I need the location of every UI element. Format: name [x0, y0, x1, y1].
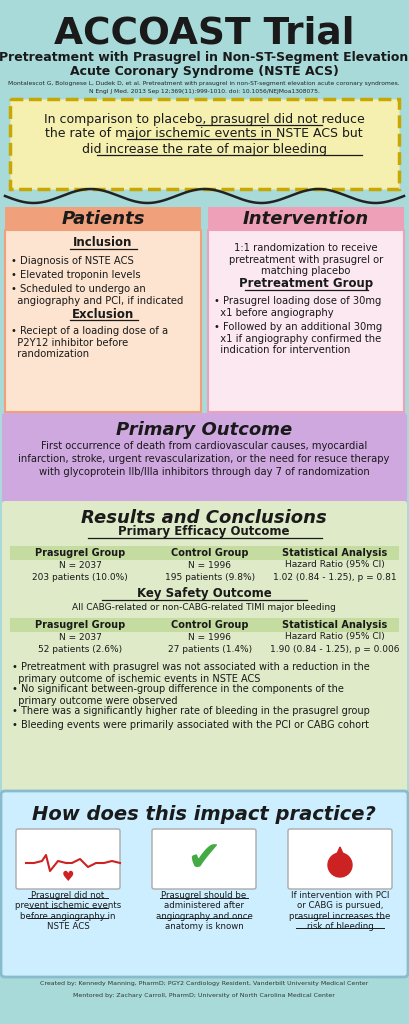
Bar [208, 207, 404, 230]
Text: Control Group: Control Group [171, 548, 249, 558]
Text: 203 patients (10.0%): 203 patients (10.0%) [32, 572, 128, 582]
Text: Prasugrel Group: Prasugrel Group [35, 548, 125, 558]
Text: Primary Efficacy Outcome: Primary Efficacy Outcome [118, 525, 290, 539]
Text: with glycoprotein IIb/IIIa inhibitors through day 7 of randomization: with glycoprotein IIb/IIIa inhibitors th… [38, 467, 369, 477]
Text: 1:1 randomization to receive
pretreatment with prasugrel or
matching placebo: 1:1 randomization to receive pretreatmen… [229, 243, 383, 276]
Text: Created by: Kennedy Manning, PharmD; PGY2 Cardiology Resident, Vanderbilt Univer: Created by: Kennedy Manning, PharmD; PGY… [40, 981, 368, 986]
Text: ♥: ♥ [62, 870, 74, 884]
Bar [10, 618, 399, 632]
Text: Hazard Ratio (95% CI): Hazard Ratio (95% CI) [285, 633, 385, 641]
Text: ACCOAST Trial: ACCOAST Trial [54, 16, 354, 52]
Text: Key Safety Outcome: Key Safety Outcome [137, 588, 272, 600]
Text: • Pretreatment with prasugrel was not associated with a reduction in the
  prima: • Pretreatment with prasugrel was not as… [12, 662, 370, 684]
Text: 52 patients (2.6%): 52 patients (2.6%) [38, 644, 122, 653]
Text: • No significant between-group difference in the components of the
  primary out: • No significant between-group differenc… [12, 684, 344, 706]
Bar [10, 99, 399, 189]
Text: N = 1996: N = 1996 [189, 633, 231, 641]
Text: 1.02 (0.84 - 1.25), p = 0.81: 1.02 (0.84 - 1.25), p = 0.81 [273, 572, 397, 582]
Text: Montalescot G, Bolognese L, Dudek D, et al. Pretreatment with prasugrel in non-S: Montalescot G, Bolognese L, Dudek D, et … [8, 82, 400, 86]
Text: N = 2037: N = 2037 [58, 633, 101, 641]
Text: did increase the rate of major bleeding: did increase the rate of major bleeding [81, 143, 326, 157]
Text: ✔: ✔ [187, 838, 221, 880]
FancyBboxPatch shape [1, 791, 408, 977]
Text: • Scheduled to undergo an
  angiography and PCI, if indicated: • Scheduled to undergo an angiography an… [11, 284, 183, 305]
Text: In comparison to placebo, prasugrel did not reduce: In comparison to placebo, prasugrel did … [44, 114, 364, 127]
Text: How does this impact practice?: How does this impact practice? [32, 806, 376, 824]
Text: Mentored by: Zachary Carroll, PharmD; University of North Carolina Medical Cente: Mentored by: Zachary Carroll, PharmD; Un… [73, 992, 335, 997]
Text: N = 1996: N = 1996 [189, 560, 231, 569]
Bar [5, 207, 201, 230]
Text: infarction, stroke, urgent revascularization, or the need for resuce therapy: infarction, stroke, urgent revasculariza… [18, 454, 390, 464]
Text: Primary Outcome: Primary Outcome [116, 421, 292, 439]
Text: Inclusion: Inclusion [73, 237, 133, 250]
Text: N Engl J Med. 2013 Sep 12;369(11):999-1010. doi: 10.1056/NEJMoa1308075.: N Engl J Med. 2013 Sep 12;369(11):999-10… [89, 88, 319, 93]
Text: Pretreatment with Prasugrel in Non-ST-Segment Elevation: Pretreatment with Prasugrel in Non-ST-Se… [0, 51, 409, 65]
Text: Statistical Analysis: Statistical Analysis [282, 620, 388, 630]
FancyBboxPatch shape [2, 413, 407, 503]
Text: • Bleeding events were primarily associated with the PCI or CABG cohort: • Bleeding events were primarily associa… [12, 720, 369, 730]
Text: 27 patients (1.4%): 27 patients (1.4%) [168, 644, 252, 653]
Text: • Diagnosis of NSTE ACS: • Diagnosis of NSTE ACS [11, 256, 134, 266]
FancyBboxPatch shape [16, 829, 120, 889]
Text: 195 patients (9.8%): 195 patients (9.8%) [165, 572, 255, 582]
Bar [208, 230, 404, 412]
Text: Prasugrel Group: Prasugrel Group [35, 620, 125, 630]
Text: N = 2037: N = 2037 [58, 560, 101, 569]
Text: • Reciept of a loading dose of a
  P2Y12 inhibitor before
  randomization: • Reciept of a loading dose of a P2Y12 i… [11, 326, 168, 359]
Text: Results and Conclusions: Results and Conclusions [81, 509, 327, 527]
Text: • Followed by an additional 30mg
  x1 if angiography confirmed the
  indication : • Followed by an additional 30mg x1 if a… [214, 322, 382, 355]
Text: Hazard Ratio (95% CI): Hazard Ratio (95% CI) [285, 560, 385, 569]
Text: Pretreatment Group: Pretreatment Group [239, 278, 373, 291]
Text: Exclusion: Exclusion [72, 307, 134, 321]
Text: Patients: Patients [61, 210, 145, 228]
Text: the rate of major ischemic events in NSTE ACS but: the rate of major ischemic events in NST… [45, 128, 363, 140]
Polygon shape [332, 847, 348, 865]
Text: Prasugrel should be
administered after
angiography and once
anatomy is known: Prasugrel should be administered after a… [155, 891, 252, 931]
Text: 1.90 (0.84 - 1.25), p = 0.006: 1.90 (0.84 - 1.25), p = 0.006 [270, 644, 400, 653]
Text: • Prasugrel loading dose of 30mg
  x1 before angiography: • Prasugrel loading dose of 30mg x1 befo… [214, 296, 381, 317]
Text: First occurrence of death from cardiovascular causes, myocardial: First occurrence of death from cardiovas… [41, 441, 367, 451]
FancyBboxPatch shape [288, 829, 392, 889]
Text: • There was a significantly higher rate of bleeding in the prasugrel group: • There was a significantly higher rate … [12, 706, 370, 716]
FancyBboxPatch shape [152, 829, 256, 889]
Text: If intervention with PCI
or CABG is pursued,
prasugrel increases the
risk of ble: If intervention with PCI or CABG is purs… [289, 891, 391, 931]
Text: All CABG-related or non-CABG-related TIMI major bleeding: All CABG-related or non-CABG-related TIM… [72, 603, 336, 612]
FancyBboxPatch shape [2, 501, 407, 792]
Text: Prasugrel did not
prevent ischemic events
before angiography in
NSTE ACS: Prasugrel did not prevent ischemic event… [15, 891, 121, 931]
Text: Control Group: Control Group [171, 620, 249, 630]
Text: Intervention: Intervention [243, 210, 369, 228]
Text: • Elevated troponin levels: • Elevated troponin levels [11, 270, 141, 280]
Text: Statistical Analysis: Statistical Analysis [282, 548, 388, 558]
Bar [5, 230, 201, 412]
Circle shape [328, 853, 352, 877]
Text: Acute Coronary Syndrome (NSTE ACS): Acute Coronary Syndrome (NSTE ACS) [70, 65, 338, 78]
Bar [10, 546, 399, 560]
